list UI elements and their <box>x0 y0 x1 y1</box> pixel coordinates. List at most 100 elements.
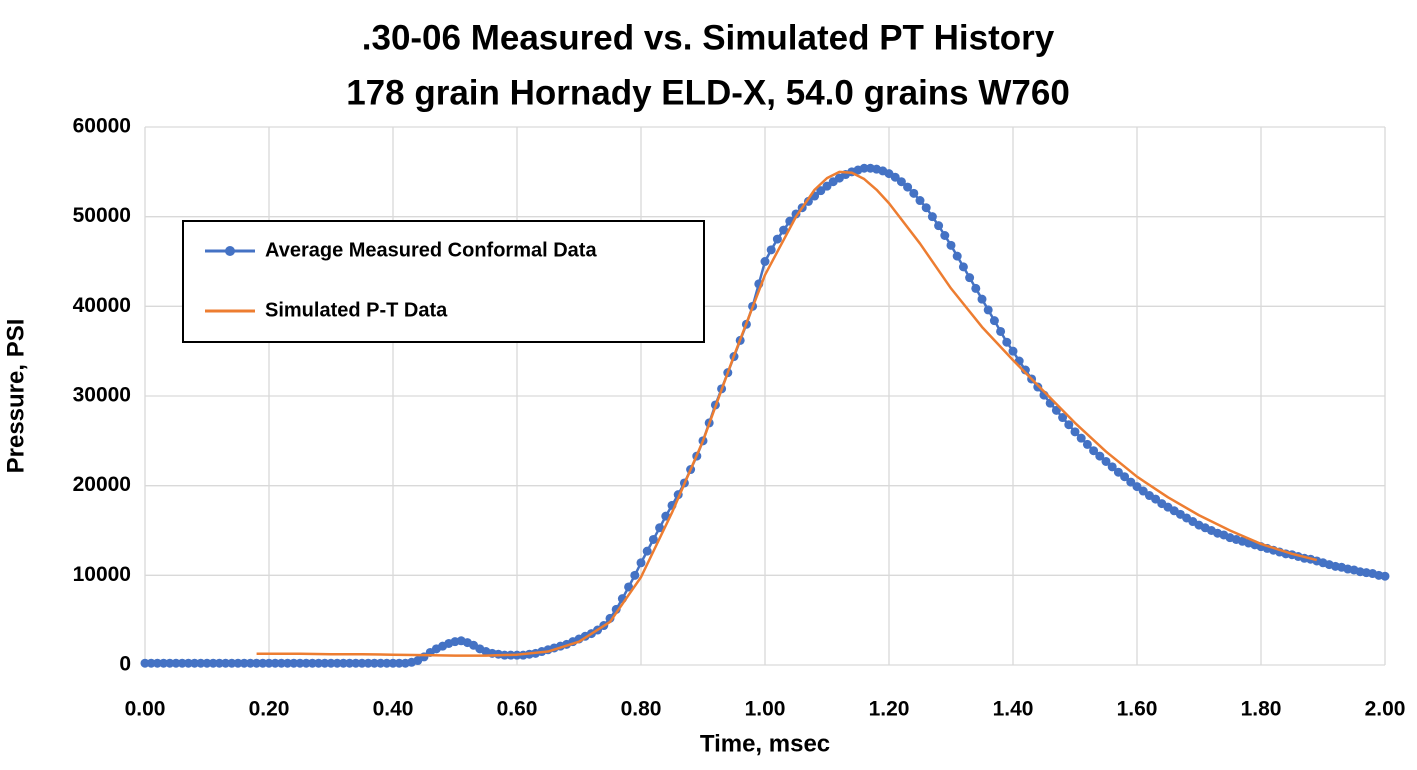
data-point <box>983 305 993 315</box>
legend-label: Average Measured Conformal Data <box>265 239 597 261</box>
data-point <box>859 163 869 173</box>
data-point <box>630 570 640 580</box>
data-point <box>1107 462 1117 472</box>
data-point <box>351 658 361 668</box>
data-point <box>927 212 937 222</box>
data-point <box>816 186 826 196</box>
data-point <box>1020 365 1030 375</box>
x-tick-label: 2.00 <box>1365 698 1406 721</box>
data-point <box>270 658 280 668</box>
data-point <box>258 658 268 668</box>
y-tick-label: 20000 <box>73 473 131 496</box>
data-point <box>221 658 231 668</box>
data-point <box>394 658 404 668</box>
data-point <box>946 240 956 250</box>
data-point <box>1076 433 1086 443</box>
chart-subtitle: 178 grain Hornady ELD-X, 54.0 grains W76… <box>346 73 1070 112</box>
x-tick-label: 1.00 <box>745 698 786 721</box>
y-tick-label: 40000 <box>73 294 131 317</box>
x-axis-title: Time, msec <box>700 730 830 757</box>
data-point <box>822 181 832 191</box>
data-point <box>996 326 1006 336</box>
data-point <box>202 658 212 668</box>
data-point <box>890 172 900 182</box>
data-point <box>307 658 317 668</box>
data-point <box>1058 413 1068 423</box>
data-point <box>921 203 931 213</box>
y-tick-label: 60000 <box>73 115 131 138</box>
data-point <box>388 658 398 668</box>
data-point <box>952 251 962 261</box>
x-tick-label: 1.20 <box>869 698 910 721</box>
data-point <box>320 658 330 668</box>
y-tick-label: 50000 <box>73 204 131 227</box>
data-point <box>1138 486 1148 496</box>
data-point <box>171 658 181 668</box>
data-point <box>896 177 906 187</box>
x-tick-label: 0.00 <box>125 698 166 721</box>
data-point <box>958 262 968 272</box>
data-point <box>1380 571 1390 581</box>
data-point <box>276 658 286 668</box>
data-point <box>1132 482 1142 492</box>
data-point <box>140 658 150 668</box>
data-point <box>1095 451 1105 461</box>
data-point <box>233 658 243 668</box>
data-point <box>1002 337 1012 347</box>
data-point <box>314 658 324 668</box>
data-point <box>183 658 193 668</box>
data-point <box>146 658 156 668</box>
data-point <box>283 658 293 668</box>
data-point <box>1008 346 1018 356</box>
data-point <box>239 658 249 668</box>
data-point <box>382 658 392 668</box>
data-point <box>915 196 925 206</box>
data-point <box>940 230 950 240</box>
data-point <box>227 658 237 668</box>
data-point <box>245 658 255 668</box>
data-point <box>989 316 999 326</box>
data-point <box>1151 494 1161 504</box>
x-tick-label: 0.20 <box>249 698 290 721</box>
data-point <box>208 658 218 668</box>
data-point <box>264 658 274 668</box>
data-point <box>655 523 665 533</box>
data-point <box>772 234 782 244</box>
y-tick-label: 10000 <box>73 563 131 586</box>
data-point <box>190 658 200 668</box>
plot-area <box>140 163 1390 668</box>
data-point <box>357 658 367 668</box>
x-tick-label: 0.80 <box>621 698 662 721</box>
data-point <box>760 257 770 266</box>
chart-title: .30-06 Measured vs. Simulated PT History <box>362 18 1055 57</box>
data-point <box>363 658 373 668</box>
x-tick-label: 0.40 <box>373 698 414 721</box>
x-tick-label: 1.40 <box>993 698 1034 721</box>
x-tick-label: 0.60 <box>497 698 538 721</box>
data-point <box>196 658 206 668</box>
data-point <box>159 658 169 668</box>
data-point <box>301 658 311 668</box>
data-point <box>1113 467 1123 477</box>
data-point <box>1070 427 1080 437</box>
legend-marker <box>225 246 235 256</box>
data-point <box>636 558 646 568</box>
data-point <box>369 658 379 668</box>
data-point <box>152 658 162 668</box>
data-point <box>345 658 355 668</box>
y-tick-label: 0 <box>119 653 131 676</box>
data-point <box>326 658 336 668</box>
data-point <box>642 546 652 556</box>
x-tick-label: 1.80 <box>1241 698 1282 721</box>
legend-label: Simulated P-T Data <box>265 299 448 321</box>
data-point <box>779 225 789 235</box>
series-line <box>256 170 1318 657</box>
data-point <box>1126 477 1136 487</box>
y-axis-title: Pressure, PSI <box>2 319 29 474</box>
data-point <box>766 245 776 255</box>
data-point <box>977 294 987 304</box>
data-point <box>965 273 975 283</box>
data-point <box>332 658 342 668</box>
data-point <box>295 658 305 668</box>
data-point <box>1101 456 1111 466</box>
